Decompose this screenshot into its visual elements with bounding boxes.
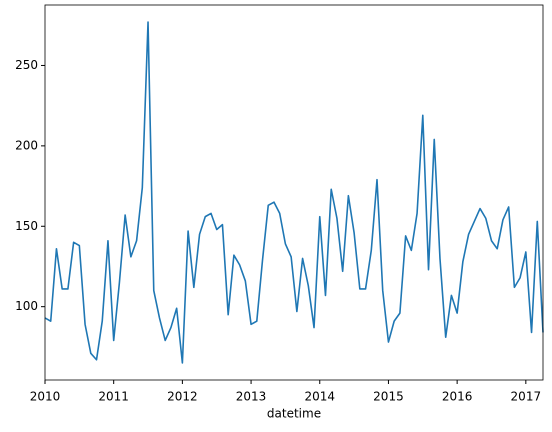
x-tick-label: 2012 xyxy=(167,390,198,404)
y-tick-label: 250 xyxy=(15,58,38,72)
x-axis-label: datetime xyxy=(267,407,321,421)
x-tick-label: 2016 xyxy=(442,390,473,404)
x-tick-label: 2015 xyxy=(373,390,404,404)
x-tick-label: 2017 xyxy=(511,390,542,404)
y-tick-label: 150 xyxy=(15,219,38,233)
x-tick-label: 2013 xyxy=(236,390,267,404)
x-tick-label: 2010 xyxy=(30,390,61,404)
x-tick-label: 2011 xyxy=(98,390,129,404)
y-tick-label: 100 xyxy=(15,299,38,313)
x-tick-label: 2014 xyxy=(304,390,335,404)
y-tick-label: 200 xyxy=(15,138,38,152)
plot-frame xyxy=(44,4,544,381)
line xyxy=(44,21,544,364)
